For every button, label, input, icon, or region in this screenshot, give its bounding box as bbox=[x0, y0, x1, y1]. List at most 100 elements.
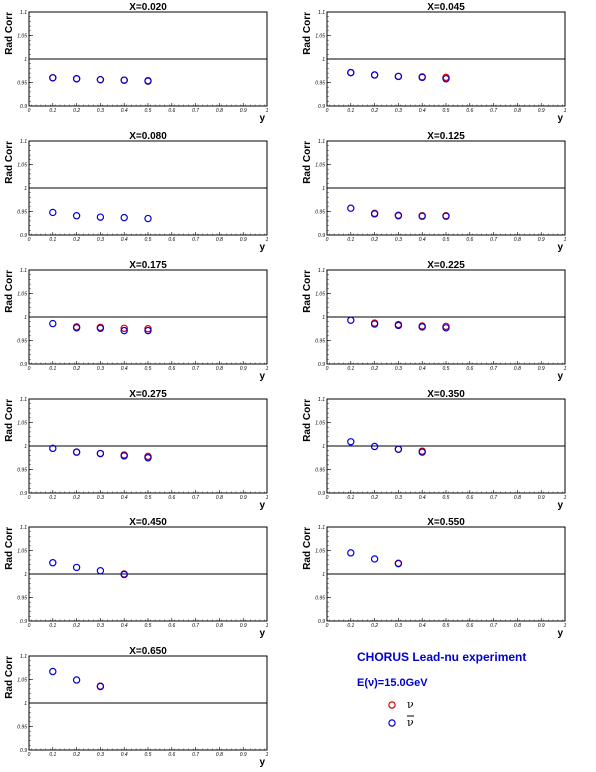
x-tick-label: 0.6 bbox=[168, 237, 175, 243]
x-tick-label: 0.9 bbox=[538, 623, 545, 629]
y-tick-label: 1.05 bbox=[17, 163, 27, 169]
nubar-point bbox=[120, 213, 128, 222]
x-tick-label: 0.2 bbox=[73, 495, 80, 501]
y-axis-label: Rad Corr bbox=[302, 12, 313, 55]
nubar-point bbox=[370, 71, 379, 79]
nu-point bbox=[120, 324, 128, 332]
x-tick-label: 0.1 bbox=[347, 366, 354, 372]
nubar-point bbox=[418, 212, 426, 220]
nubar-point bbox=[49, 208, 57, 217]
y-tick-label: 1 bbox=[24, 572, 27, 578]
x-tick-label: 0.8 bbox=[514, 623, 521, 629]
x-tick-label: 0.6 bbox=[168, 752, 175, 758]
y-tick-label: 1.1 bbox=[318, 397, 325, 403]
x-tick-label: 0.1 bbox=[347, 495, 354, 501]
nubar-point bbox=[418, 448, 426, 456]
x-tick-label: 0.9 bbox=[538, 495, 545, 501]
panel-title: X=0.080 bbox=[129, 131, 167, 142]
x-tick-label: 0.6 bbox=[466, 108, 473, 114]
x-tick-label: 0.7 bbox=[490, 108, 497, 114]
x-tick-label: 0.4 bbox=[121, 108, 128, 114]
x-tick-label: 0 bbox=[28, 108, 31, 114]
x-tick-label: 0.1 bbox=[49, 108, 56, 114]
nubar-point bbox=[96, 75, 105, 84]
x-tick-label: 0.4 bbox=[419, 237, 426, 243]
x-axis-label: y bbox=[557, 628, 563, 639]
nubar-point bbox=[394, 445, 403, 453]
nubar-point bbox=[394, 212, 403, 220]
y-tick-label: 0.95 bbox=[315, 210, 325, 216]
x-tick-label: 0.8 bbox=[216, 108, 223, 114]
panel-3: 0 0.1 0.2 0.3 0.4 0.5 0.6 0.7 0.8 0.9 1 0.9 0.95 1 1.0… bbox=[4, 131, 269, 253]
nubar-point bbox=[370, 320, 379, 328]
x-tick-label: 0.1 bbox=[347, 237, 354, 243]
y-axis-label: Rad Corr bbox=[4, 399, 15, 442]
x-tick-label: 0.2 bbox=[371, 623, 378, 629]
x-tick-label: 0.3 bbox=[395, 366, 402, 372]
panel-7: 0 0.1 0.2 0.3 0.4 0.5 0.6 0.7 0.8 0.9 1 0.9 0.95 1 1.0… bbox=[4, 389, 269, 511]
x-tick-label: 0.4 bbox=[121, 237, 128, 243]
x-tick-label: 0.2 bbox=[73, 237, 80, 243]
y-tick-label: 1 bbox=[322, 186, 325, 192]
x-tick-label: 1 bbox=[564, 623, 567, 629]
y-tick-label: 1.05 bbox=[315, 292, 325, 298]
nubar-point bbox=[96, 324, 105, 332]
y-tick-label: 1.05 bbox=[315, 163, 325, 169]
y-tick-label: 1.05 bbox=[315, 34, 325, 40]
nubar-point bbox=[96, 213, 105, 221]
y-tick-label: 0.9 bbox=[20, 104, 27, 110]
x-tick-label: 0.3 bbox=[395, 108, 402, 114]
x-tick-label: 0 bbox=[326, 623, 329, 629]
x-tick-label: 0.5 bbox=[145, 237, 152, 243]
legend-label: ν bbox=[407, 698, 414, 711]
x-tick-label: 0.3 bbox=[97, 495, 104, 501]
nubar-point bbox=[418, 73, 426, 82]
x-tick-label: 0.1 bbox=[49, 366, 56, 372]
panel-title: X=0.450 bbox=[129, 517, 167, 528]
x-tick-label: 0.3 bbox=[395, 237, 402, 243]
x-tick-label: 0.1 bbox=[49, 495, 56, 501]
y-tick-label: 0.95 bbox=[315, 339, 325, 345]
nubar-point bbox=[370, 555, 379, 563]
nubar-point bbox=[49, 559, 57, 567]
nubar-point bbox=[347, 316, 355, 324]
x-tick-label: 0.9 bbox=[240, 752, 247, 758]
y-tick-label: 0.9 bbox=[318, 619, 325, 625]
panel-title: X=0.350 bbox=[427, 389, 465, 400]
panel-title: X=0.650 bbox=[129, 646, 167, 657]
panel-title: X=0.550 bbox=[427, 517, 465, 528]
x-tick-label: 1 bbox=[266, 752, 269, 758]
x-tick-label: 0.8 bbox=[216, 237, 223, 243]
y-tick-label: 1.1 bbox=[20, 525, 27, 531]
y-tick-label: 1 bbox=[24, 444, 27, 450]
y-tick-label: 1.05 bbox=[17, 678, 27, 684]
x-tick-label: 0.1 bbox=[49, 237, 56, 243]
x-tick-label: 0.3 bbox=[395, 623, 402, 629]
x-tick-label: 0.3 bbox=[97, 237, 104, 243]
nubar-point bbox=[72, 75, 81, 83]
x-tick-label: 0.7 bbox=[192, 108, 199, 114]
x-tick-label: 0.9 bbox=[240, 495, 247, 501]
y-tick-label: 0.95 bbox=[17, 596, 27, 602]
y-tick-label: 0.9 bbox=[20, 491, 27, 497]
x-tick-label: 0.5 bbox=[443, 366, 450, 372]
x-tick-label: 0.8 bbox=[216, 623, 223, 629]
nubar-point bbox=[120, 570, 128, 579]
y-tick-label: 1.05 bbox=[17, 292, 27, 298]
y-tick-label: 1.1 bbox=[318, 10, 325, 16]
nubar-point bbox=[347, 204, 355, 212]
panel-2: 0 0.1 0.2 0.3 0.4 0.5 0.6 0.7 0.8 0.9 1 0.9 0.95 1 1.0… bbox=[302, 2, 567, 124]
x-tick-label: 0 bbox=[326, 237, 329, 243]
x-axis-label: y bbox=[259, 242, 265, 253]
x-tick-label: 0.2 bbox=[371, 237, 378, 243]
legend-label: ν bbox=[407, 716, 414, 729]
x-tick-label: 0.5 bbox=[443, 237, 450, 243]
x-tick-label: 1 bbox=[564, 495, 567, 501]
nubar-point bbox=[370, 442, 379, 451]
panel-title: X=0.225 bbox=[427, 260, 465, 271]
y-axis-label: Rad Corr bbox=[4, 12, 15, 55]
x-tick-label: 0.1 bbox=[347, 108, 354, 114]
y-tick-label: 1.1 bbox=[318, 525, 325, 531]
nubar-point bbox=[72, 212, 81, 220]
y-tick-label: 0.95 bbox=[315, 596, 325, 602]
